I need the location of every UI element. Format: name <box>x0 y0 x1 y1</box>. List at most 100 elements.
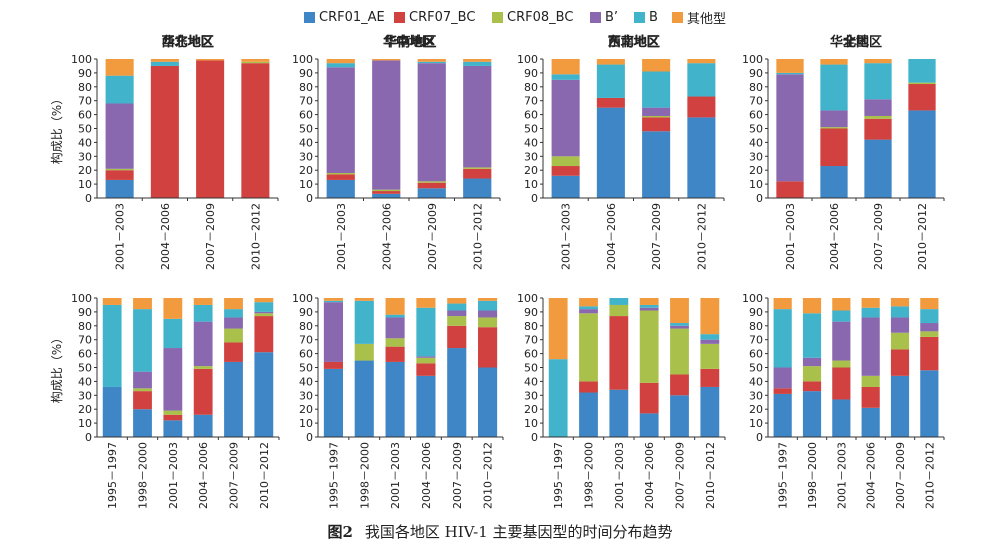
bar-segment <box>687 96 716 118</box>
legend-label: B <box>649 9 658 25</box>
x-tick-label: 2004－2006 <box>865 442 878 509</box>
x-tick-label: 1995－1997 <box>327 442 340 509</box>
x-tick-label: 1995－1997 <box>106 442 119 509</box>
bar-segment <box>193 366 213 369</box>
bar-segment <box>700 386 720 437</box>
y-tick-label: 10 <box>749 178 763 191</box>
bar-segment <box>105 168 134 171</box>
bar-segment <box>639 382 659 414</box>
bar-segment <box>820 127 848 129</box>
bar-segment <box>908 59 936 83</box>
y-tick-label: 10 <box>78 178 92 191</box>
y-tick-label: 30 <box>78 389 92 402</box>
bar-segment <box>133 371 152 389</box>
legend-swatch <box>304 11 315 23</box>
y-tick-label: 100 <box>71 53 92 66</box>
bar-segment <box>832 360 851 368</box>
legend-item: CRF01_AE <box>304 8 385 26</box>
bar-segment <box>920 309 939 324</box>
bar-segment <box>920 370 939 437</box>
x-tick-label: 2004－2006 <box>643 442 656 509</box>
bar-segment <box>776 74 804 182</box>
bar-segment <box>385 317 405 339</box>
bar-segment <box>416 375 436 437</box>
bar-segment <box>773 393 792 437</box>
bar-segment <box>163 348 183 411</box>
y-tick-label: 70 <box>749 334 763 347</box>
bar-segment <box>354 300 374 344</box>
bar-segment <box>579 306 598 310</box>
x-tick-label: 2001－2003 <box>784 203 797 270</box>
legend-item: B’ <box>590 8 618 26</box>
bar-segment <box>551 166 580 176</box>
x-tick-label: 2007－2009 <box>674 442 687 509</box>
chart-title: 华南地区 <box>384 34 436 50</box>
y-tick-label: 50 <box>299 362 313 375</box>
legend-swatch <box>672 11 683 23</box>
bar-segment <box>861 298 880 308</box>
bar-segment <box>163 414 183 421</box>
y-tick-label: 20 <box>299 403 313 416</box>
legend-label: CRF01_AE <box>319 9 385 25</box>
bar-segment <box>241 59 270 62</box>
bar-segment <box>416 363 436 376</box>
bar-segment <box>193 298 213 305</box>
y-tick-label: 0 <box>756 192 763 205</box>
x-tick-label: 2007－2009 <box>650 203 663 270</box>
bar-segment <box>133 409 152 437</box>
bar-segment <box>133 391 152 410</box>
bar-segment <box>639 304 659 308</box>
y-tick-label: 80 <box>78 81 92 94</box>
bar-segment <box>478 300 498 311</box>
chart-panel: 西北地区 2001－2003 2004－2006 2007－2009 2010－2012… <box>49 34 279 270</box>
bar-segment <box>193 321 213 367</box>
figure-canvas: 西北地区 2001－2003 2004－2006 2007－2009 2010－2012… <box>49 34 945 509</box>
bar-segment <box>642 71 671 108</box>
bar-segment <box>802 391 822 437</box>
y-tick-label: 10 <box>78 417 92 430</box>
bar-segment <box>864 139 892 198</box>
y-tick-label: 80 <box>524 81 538 94</box>
bar-segment <box>372 60 401 190</box>
bar-segment <box>447 348 467 437</box>
bar-segment <box>326 63 355 68</box>
y-tick-label: 10 <box>299 178 313 191</box>
bar-segment <box>802 298 822 314</box>
y-tick-label: 20 <box>78 403 92 416</box>
y-tick-label: 20 <box>749 403 763 416</box>
chart-title: 西南地区 <box>608 34 660 50</box>
y-tick-label: 20 <box>749 164 763 177</box>
bar-segment <box>820 59 848 65</box>
bar-segment <box>326 59 355 64</box>
bar-segment <box>224 298 243 310</box>
bar-segment <box>890 298 910 307</box>
x-tick-label: 2004－2006 <box>159 203 172 270</box>
bar-segment <box>193 414 213 437</box>
bar-segment <box>864 99 892 116</box>
bar-segment <box>700 334 720 340</box>
bar-segment <box>326 67 355 173</box>
bar-segment <box>133 388 152 392</box>
bar-segment <box>820 64 848 111</box>
y-tick-label: 80 <box>524 320 538 333</box>
bar-segment <box>864 115 892 119</box>
bar-segment <box>385 314 405 318</box>
y-tick-label: 50 <box>78 362 92 375</box>
bar-segment <box>773 367 792 389</box>
bar-segment <box>224 342 243 362</box>
bar-segment <box>820 166 848 198</box>
y-tick-label: 0 <box>85 431 92 444</box>
x-tick-label: 2010－2012 <box>482 442 495 509</box>
y-tick-label: 100 <box>517 292 538 305</box>
y-tick-label: 30 <box>78 150 92 163</box>
bar-segment <box>773 298 792 310</box>
y-tick-label: 70 <box>524 95 538 108</box>
y-tick-label: 40 <box>524 136 538 149</box>
chart-panel: 华东地区 1995－1997 1998－2000 2001－2003 2004－2006… <box>49 34 280 509</box>
y-tick-label: 0 <box>531 192 538 205</box>
y-tick-label: 0 <box>531 431 538 444</box>
legend-label: 其他型 <box>687 11 727 27</box>
bar-segment <box>254 298 274 303</box>
y-tick-label: 60 <box>749 348 763 361</box>
bar-segment <box>254 352 274 437</box>
